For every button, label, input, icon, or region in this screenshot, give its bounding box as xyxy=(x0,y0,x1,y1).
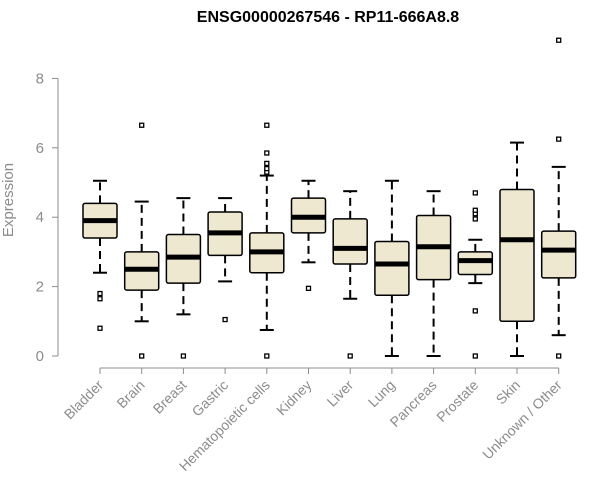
iqr-box xyxy=(499,188,535,323)
outlier-point xyxy=(97,290,103,297)
outlier-point xyxy=(264,165,270,172)
y-tick-label: 4 xyxy=(36,209,44,226)
box-bladder xyxy=(82,179,118,331)
x-tick-label: Skin xyxy=(493,377,524,408)
y-tick-label: 0 xyxy=(36,348,44,365)
x-tick-label: Breast xyxy=(150,377,190,417)
outlier-point xyxy=(264,353,270,359)
outlier-point xyxy=(222,316,228,323)
outlier-point xyxy=(472,216,478,222)
box-brain xyxy=(123,122,160,359)
x-tick-label: Unknown / Other xyxy=(479,377,565,463)
iqr-box xyxy=(374,240,410,297)
x-tick-label: Brain xyxy=(113,377,147,411)
iqr-box xyxy=(540,230,577,279)
outlier-point xyxy=(556,353,562,359)
x-tick-label: Kidney xyxy=(273,377,315,419)
outlier-point xyxy=(97,325,103,331)
outlier-point xyxy=(556,136,562,142)
y-axis-label: Expression xyxy=(0,163,17,237)
outlier-point xyxy=(472,207,478,213)
box-prostate xyxy=(457,190,494,359)
outlier-point xyxy=(264,150,270,156)
outlier-point xyxy=(347,353,353,359)
box-skin xyxy=(499,141,535,357)
x-tick-label: Bladder xyxy=(61,377,107,423)
outlier-point xyxy=(472,353,478,359)
box-gastric xyxy=(207,197,243,323)
iqr-box xyxy=(457,251,494,276)
outlier-point xyxy=(556,37,562,43)
y-tick-label: 8 xyxy=(36,70,44,87)
x-tick-label: Liver xyxy=(324,377,357,410)
outlier-point xyxy=(472,190,478,196)
outlier-point xyxy=(472,308,478,314)
boxes-group xyxy=(82,37,577,359)
outlier-point xyxy=(139,353,145,359)
outlier-point xyxy=(139,122,145,128)
box-breast xyxy=(165,197,202,359)
chart-title: ENSG00000267546 - RP11-666A8.8 xyxy=(197,9,460,26)
outlier-point xyxy=(305,285,312,291)
iqr-box xyxy=(332,218,368,265)
outlier-point xyxy=(264,160,270,167)
box-liver xyxy=(332,190,368,359)
y-tick-label: 2 xyxy=(36,279,44,296)
box-lung xyxy=(374,179,410,357)
x-tick-label: Prostate xyxy=(433,377,481,425)
y-tick-label: 6 xyxy=(36,140,44,157)
box-hematopoietic-cells xyxy=(249,122,285,359)
outlier-point xyxy=(264,122,270,128)
box-pancreas xyxy=(415,190,452,357)
outlier-point xyxy=(180,353,187,359)
x-tick-label: Lung xyxy=(365,377,398,410)
box-kidney xyxy=(290,179,327,291)
box-unknown-other xyxy=(540,37,577,359)
y-axis: 0 2 4 6 8 xyxy=(36,70,59,365)
outlier-point xyxy=(97,296,103,302)
